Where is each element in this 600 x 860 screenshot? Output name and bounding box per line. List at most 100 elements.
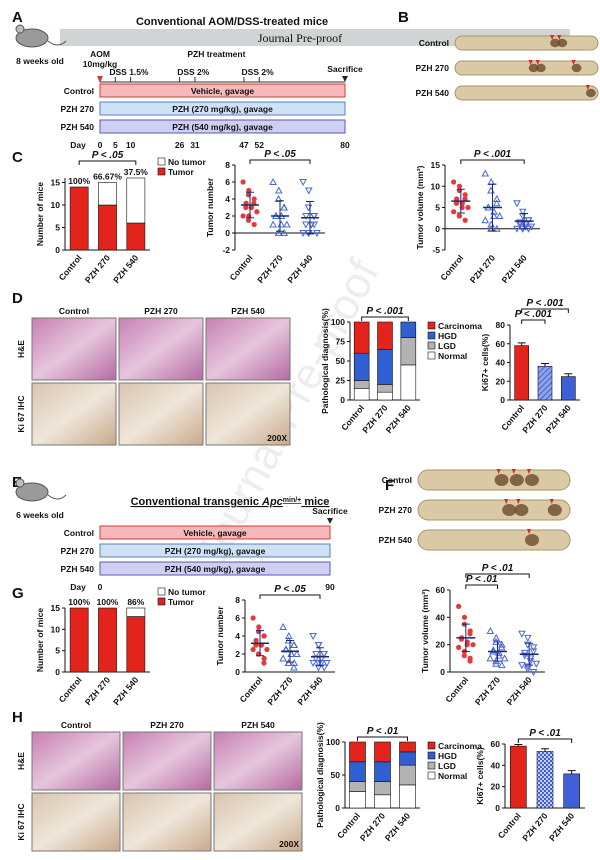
- magnification-label: 200X: [279, 839, 299, 849]
- error-bar: [541, 362, 549, 367]
- histology-image: [31, 317, 117, 381]
- data-point: [302, 213, 310, 221]
- y-tick-label: 8: [235, 595, 240, 605]
- data-point: [456, 183, 463, 189]
- bar: [537, 365, 553, 401]
- y-tick-label: 0: [495, 803, 500, 813]
- significance-label: P < .001: [474, 149, 512, 160]
- group-label: PZH 270: [60, 546, 94, 556]
- data-point: [515, 221, 524, 229]
- endpoint-marker: [342, 76, 348, 82]
- significance-label: P < .05: [92, 150, 124, 161]
- significance-bracket: [361, 316, 409, 321]
- bar-segment: [126, 222, 146, 251]
- x-tick-label: PZH 270: [468, 253, 497, 285]
- legend-swatch: [427, 351, 436, 360]
- image-row-label: H&E: [16, 752, 26, 770]
- tumor-spot: [535, 63, 546, 73]
- legend-swatch: [157, 587, 166, 596]
- watermark-band: [60, 29, 570, 46]
- title-part: Apc: [261, 496, 283, 508]
- y-tick-label: -5: [432, 245, 440, 255]
- image-column-label: PZH 270: [144, 306, 178, 316]
- data-point: [283, 220, 291, 228]
- legend-label: Carcinoma: [438, 741, 482, 751]
- legend-label: LGD: [438, 341, 456, 351]
- y-tick-label: 15: [431, 160, 441, 170]
- error-bar: [541, 748, 549, 752]
- data-point: [520, 652, 529, 660]
- histology-image: [205, 317, 291, 381]
- significance-bracket: [465, 573, 530, 578]
- data-point: [320, 664, 329, 672]
- data-point: [465, 204, 471, 211]
- data-point: [274, 186, 283, 194]
- y-axis-label: Number of mice: [35, 182, 45, 247]
- data-point: [253, 637, 259, 644]
- y-tick-label: 100: [326, 737, 340, 747]
- x-tick-label: Control: [57, 675, 84, 705]
- bar-segment: [399, 751, 416, 766]
- image-row-label: PZH 270: [378, 505, 412, 515]
- x-tick-label: Control: [57, 253, 84, 283]
- data-point: [487, 186, 495, 194]
- legend-label: HGD: [438, 751, 457, 761]
- data-point: [279, 622, 287, 630]
- y-axis-label: Pathological diagnosis(%): [315, 722, 325, 828]
- bar-annotation: 100%: [68, 597, 90, 607]
- bar-segment: [377, 384, 393, 393]
- bar-segment: [353, 321, 370, 354]
- age-label: 8 weeks old: [16, 56, 64, 66]
- aom-label: AOM: [90, 49, 110, 59]
- x-tick-label: Control: [237, 675, 264, 705]
- panel-label: C: [12, 149, 23, 166]
- bar: [561, 376, 576, 401]
- day-tick-label: 31: [190, 140, 200, 150]
- bar-segment: [349, 781, 366, 792]
- colon-image: [454, 60, 599, 76]
- data-point: [529, 648, 538, 656]
- legend-label: No tumor: [168, 587, 206, 597]
- sd-bar: [493, 641, 502, 662]
- image-row-label: Control: [419, 38, 449, 48]
- data-point: [274, 194, 283, 202]
- endpoint-label: Sacrifice: [312, 506, 348, 516]
- histology-image: [31, 731, 121, 791]
- title-part: min/+: [283, 497, 301, 504]
- bar-segment: [353, 387, 370, 401]
- y-tick-label: 15: [51, 178, 61, 188]
- bar-segment: [374, 741, 391, 763]
- data-point: [493, 224, 501, 232]
- sd-bar: [520, 212, 529, 230]
- day-tick-label: 80: [340, 140, 350, 150]
- dss-label: DSS 2%: [242, 67, 275, 77]
- tumor-spot: [550, 38, 560, 48]
- x-tick-label: PZH 540: [383, 811, 412, 843]
- data-point: [280, 228, 289, 236]
- data-point: [498, 661, 506, 669]
- y-tick-label: 8: [225, 160, 230, 170]
- image-column-label: PZH 540: [231, 306, 265, 316]
- significance-bracket: [465, 584, 498, 589]
- data-point: [269, 220, 277, 228]
- data-point: [261, 660, 267, 666]
- tumor-arrow: [571, 60, 576, 65]
- image-column-label: PZH 270: [150, 720, 184, 730]
- data-point: [462, 217, 468, 223]
- y-tick-label: 60: [491, 739, 501, 749]
- timeline-title: Conventional AOM/DSS-treated mice: [136, 16, 328, 28]
- bar-segment: [98, 204, 117, 251]
- tumor-spot: [557, 38, 568, 48]
- data-point: [467, 631, 473, 637]
- image-row-label: PZH 540: [378, 535, 412, 545]
- data-point: [309, 660, 317, 668]
- bar-segment: [377, 321, 393, 350]
- data-point: [290, 640, 298, 648]
- tumor-spot: [525, 534, 539, 546]
- image-row-label: Ki 67 IHC: [16, 395, 26, 432]
- data-point: [453, 200, 460, 206]
- bar-annotation: 66.67%: [93, 172, 122, 182]
- legend-label: Normal: [438, 351, 467, 361]
- significance-bracket: [517, 738, 573, 743]
